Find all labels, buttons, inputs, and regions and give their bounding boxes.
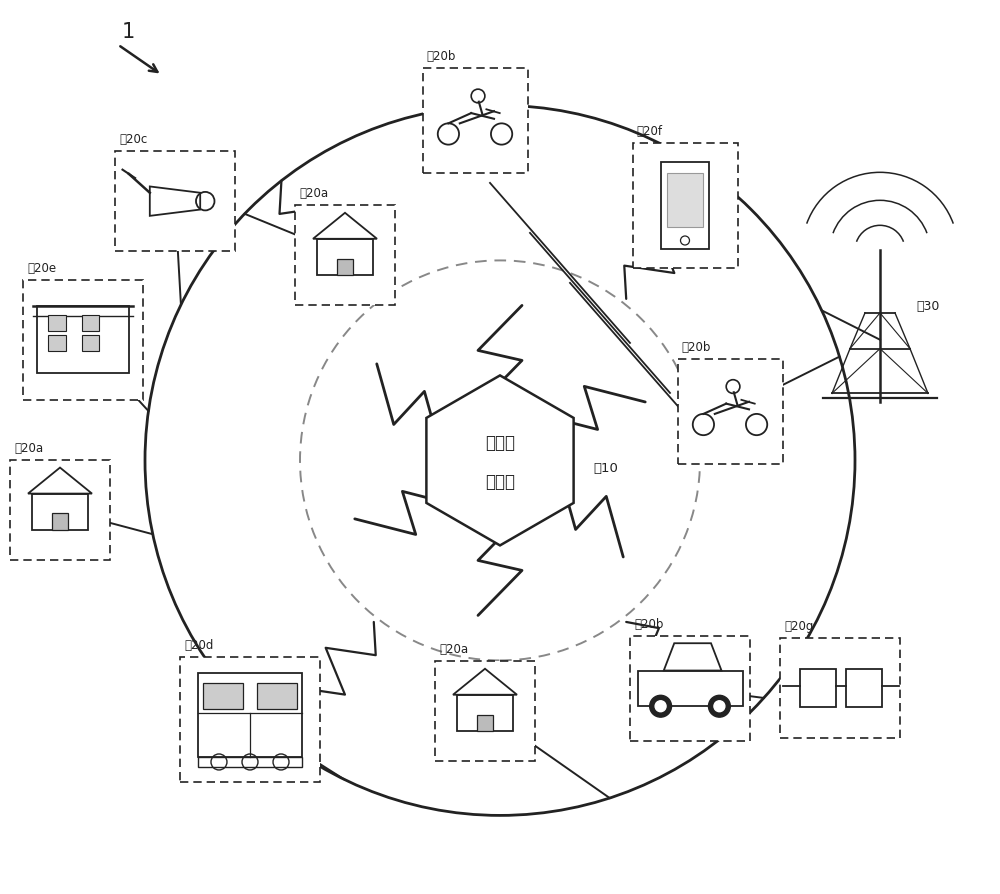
Polygon shape [426,375,574,545]
Text: 1: 1 [122,21,135,41]
Bar [295,205,395,305]
Text: ⤵20b: ⤵20b [426,50,456,63]
Circle shape [708,696,730,717]
Polygon shape [664,643,721,670]
Text: ⤵20f: ⤵20f [637,125,663,138]
Bar [337,258,353,274]
Circle shape [650,696,672,717]
Text: ～10: ～10 [594,462,618,476]
Circle shape [655,701,666,712]
Bar [846,670,882,707]
Bar [37,306,129,374]
Bar [678,358,782,464]
Bar [633,143,738,268]
Text: 知装置: 知装置 [485,473,515,491]
Bar [198,757,302,767]
Text: ⤵20b: ⤵20b [634,618,663,631]
Bar [23,280,143,400]
Text: ⤵20b: ⤵20b [682,341,711,354]
Bar [800,670,836,707]
Bar [630,636,750,741]
Bar [198,672,302,757]
Bar [780,638,900,738]
Bar [422,68,528,173]
Bar [82,315,99,331]
Bar [180,657,320,782]
Text: ⤵20a: ⤵20a [299,187,328,199]
Text: ⤵20c: ⤵20c [119,133,147,146]
Bar [48,315,66,331]
Bar [203,684,243,709]
Text: ⤵20a: ⤵20a [439,643,468,655]
Text: ⤵20e: ⤵20e [27,262,56,274]
Bar [638,670,742,706]
Bar [257,684,297,709]
Circle shape [714,701,725,712]
Bar [82,335,99,351]
Polygon shape [150,187,200,215]
Bar [317,239,373,274]
Text: 事件通: 事件通 [485,434,515,452]
Bar [32,493,88,529]
Bar [10,460,110,560]
Bar [667,173,703,227]
Text: ⤵20g: ⤵20g [784,620,813,633]
Bar [435,661,535,761]
Bar [115,151,235,251]
Bar [457,695,513,730]
Text: ⤵20a: ⤵20a [14,442,43,454]
Polygon shape [28,468,92,493]
Polygon shape [453,669,517,695]
Bar [48,335,66,351]
Text: ⤵20d: ⤵20d [184,639,213,652]
Bar [52,513,68,529]
Bar [661,162,709,249]
Polygon shape [313,213,377,239]
Bar [477,714,493,730]
Text: ～30: ～30 [916,299,939,313]
